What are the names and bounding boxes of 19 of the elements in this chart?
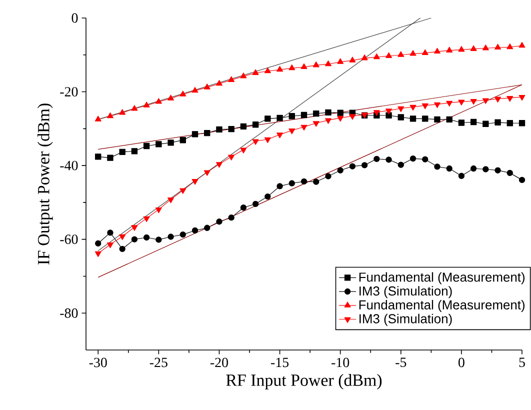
y-tick-label: 0: [72, 13, 78, 23]
x-tick-label: -25: [150, 358, 168, 368]
y-tick-label: -80: [60, 308, 78, 318]
legend-label: Fundamental (Measurement): [359, 300, 525, 312]
x-tick-label: 0: [458, 358, 464, 368]
x-tick-label: -20: [210, 358, 228, 368]
x-axis-title: RF Input Power (dBm): [226, 374, 382, 390]
x-tick-label: -10: [332, 358, 350, 368]
legend-label: Fundamental (Measurement): [359, 272, 525, 284]
y-tick-label: -40: [60, 160, 78, 170]
y-tick-label: -60: [60, 234, 78, 244]
x-tick-label: -15: [271, 358, 289, 368]
legend-label: IM3 (Simulation): [360, 314, 452, 326]
x-tick-label: -30: [89, 358, 107, 368]
x-tick-label: 5: [519, 358, 525, 368]
y-tick-label: -20: [60, 87, 78, 96]
y-axis-title: IF Output Power (dBm): [37, 104, 53, 265]
legend-label: IM3 (Simulation): [360, 286, 452, 298]
x-tick-label: -5: [396, 358, 406, 368]
